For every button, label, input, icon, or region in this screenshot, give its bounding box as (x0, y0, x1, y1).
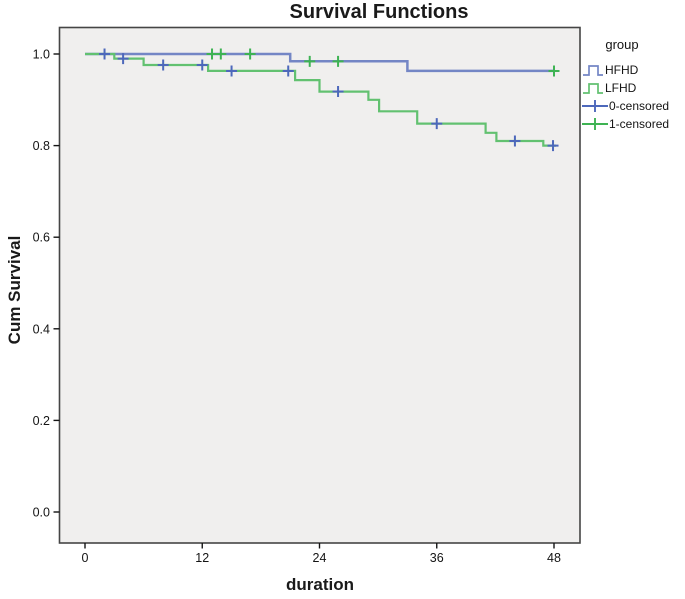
zero-censored-plus-icon (582, 100, 608, 112)
0-censored-marker (509, 135, 521, 147)
survival-curve-lfhd (85, 52, 556, 147)
x-tick-label: 36 (430, 551, 444, 565)
x-axis-title: duration (286, 575, 354, 594)
legend-entry-lfhd: LFHD (582, 80, 636, 96)
1-censored-marker (548, 65, 560, 77)
x-tick-label: 0 (82, 551, 89, 565)
plot-area (58, 26, 581, 544)
legend-label-0-censored: 0-censored (609, 99, 670, 113)
chart-title: Survival Functions (289, 1, 469, 23)
legend-label-lfhd: LFHD (605, 81, 637, 95)
y-tick-label: 1.0 (33, 48, 50, 62)
legend-label-1-censored: 1-censored (609, 117, 670, 131)
0-censored-marker (332, 86, 344, 98)
0-censored-marker (157, 59, 169, 71)
y-axis-title: Cum Survival (5, 235, 24, 345)
x-tick-label: 12 (195, 551, 209, 565)
x-tick-label: 48 (547, 551, 561, 565)
x-tick-label: 24 (313, 551, 327, 565)
y-tick-label: 0.8 (33, 139, 50, 153)
y-tick-label: 0.6 (33, 231, 50, 245)
one-censored-plus-icon (582, 118, 608, 130)
y-tick-label: 0.4 (33, 322, 50, 336)
legend-entry-1-censored: 1-censored (582, 116, 669, 132)
legend-entry-0-censored: 0-censored (582, 98, 669, 114)
legend-entry-hfhd: HFHD (582, 62, 638, 78)
0-censored-marker (196, 59, 208, 71)
legend-title: group (605, 37, 639, 52)
y-tick-label: 0.0 (33, 506, 50, 520)
1-censored-marker (332, 55, 344, 67)
1-censored-marker (244, 48, 256, 60)
legend-label-hfhd: HFHD (605, 63, 639, 77)
0-censored-marker (282, 65, 294, 77)
0-censored-marker (117, 53, 129, 65)
y-tick-label: 0.2 (33, 414, 50, 428)
0-censored-marker (431, 118, 443, 130)
survival-curve-hfhd (85, 52, 554, 73)
0-censored-marker (99, 48, 111, 60)
0-censored-marker (226, 65, 238, 77)
0-censored-marker (547, 140, 559, 152)
1-censored-marker (304, 55, 316, 67)
1-censored-marker (215, 48, 227, 60)
hfhd-step-line-icon (583, 65, 603, 76)
lfhd-step-line-icon (583, 83, 603, 94)
